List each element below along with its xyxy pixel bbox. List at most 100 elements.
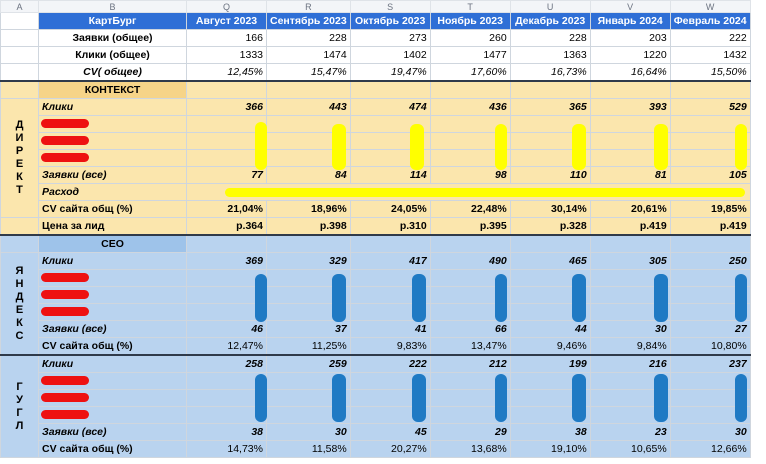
yandex-vertical-label[interactable]: Я Н Д Е К С <box>0 252 39 356</box>
value-cell[interactable]: 30 <box>589 320 671 338</box>
value-cell[interactable]: 199 <box>509 354 591 373</box>
row-label[interactable]: CV сайта общ (%) <box>38 440 187 458</box>
value-cell[interactable]: 24,05% <box>349 200 431 218</box>
month-header[interactable]: Ноябрь 2023 <box>429 12 511 30</box>
cell[interactable] <box>0 46 39 64</box>
cell[interactable] <box>0 80 39 99</box>
redacted-cell[interactable] <box>38 132 187 150</box>
value-cell[interactable]: 14,73% <box>186 440 267 458</box>
redacted-cell[interactable] <box>38 115 187 133</box>
value-cell[interactable]: 38 <box>509 423 591 441</box>
cell[interactable] <box>186 80 267 99</box>
cell[interactable] <box>589 80 671 99</box>
value-cell[interactable]: 258 <box>186 354 267 373</box>
value-cell[interactable]: 1363 <box>509 46 591 64</box>
month-header[interactable]: Февраль 2024 <box>669 12 751 30</box>
cell[interactable] <box>589 132 671 150</box>
cell[interactable] <box>589 149 671 167</box>
cell[interactable] <box>509 80 591 99</box>
row-label[interactable]: CV( общее) <box>38 63 187 82</box>
cell[interactable] <box>266 406 351 424</box>
cell[interactable] <box>0 29 39 47</box>
row-label[interactable]: Заявки (все) <box>38 320 187 338</box>
redacted-cell[interactable] <box>38 303 187 321</box>
cell[interactable] <box>186 286 267 304</box>
value-cell[interactable]: 1477 <box>429 46 511 64</box>
value-cell[interactable]: 1333 <box>186 46 267 64</box>
cell[interactable] <box>266 372 351 390</box>
redacted-cell[interactable] <box>38 389 187 407</box>
cell[interactable] <box>0 217 39 236</box>
redacted-cell[interactable] <box>186 183 751 201</box>
value-cell[interactable]: 110 <box>509 166 591 184</box>
cell[interactable] <box>0 12 39 30</box>
cell[interactable] <box>0 63 39 82</box>
value-cell[interactable]: 369 <box>186 252 267 270</box>
redacted-cell[interactable] <box>38 286 187 304</box>
col-letter[interactable]: A <box>0 0 39 13</box>
value-cell[interactable]: 41 <box>349 320 431 338</box>
cell[interactable] <box>589 406 671 424</box>
direct-vertical-label[interactable]: Д И Р Е К Т <box>0 98 39 218</box>
value-cell[interactable]: 259 <box>266 354 351 373</box>
row-label[interactable]: Заявки (общее) <box>38 29 187 47</box>
redacted-cell[interactable] <box>38 372 187 390</box>
value-cell[interactable]: 1220 <box>589 46 671 64</box>
cell[interactable] <box>349 372 431 390</box>
value-cell[interactable]: 366 <box>186 98 267 116</box>
value-cell[interactable]: 30 <box>266 423 351 441</box>
redacted-cell[interactable] <box>38 269 187 287</box>
value-cell[interactable]: 216 <box>589 354 671 373</box>
month-header[interactable]: Январь 2024 <box>589 12 671 30</box>
value-cell[interactable]: 237 <box>669 354 751 373</box>
month-header[interactable]: Сентябрь 2023 <box>266 12 351 30</box>
value-cell[interactable]: 166 <box>186 29 267 47</box>
value-cell[interactable]: 443 <box>266 98 351 116</box>
cell[interactable] <box>589 115 671 133</box>
cell[interactable] <box>186 149 267 167</box>
value-cell[interactable]: 9,46% <box>509 337 591 356</box>
value-cell[interactable]: 16,64% <box>589 63 671 82</box>
value-cell[interactable]: 21,04% <box>186 200 267 218</box>
value-cell[interactable]: 365 <box>509 98 591 116</box>
row-label[interactable]: Клики <box>38 98 187 116</box>
col-letter[interactable]: S <box>349 0 431 13</box>
value-cell[interactable]: 222 <box>349 354 431 373</box>
cell[interactable] <box>429 389 511 407</box>
col-letter[interactable]: Q <box>186 0 267 13</box>
value-cell[interactable]: 529 <box>669 98 751 116</box>
value-cell[interactable]: 18,96% <box>266 200 351 218</box>
value-cell[interactable]: 250 <box>669 252 751 270</box>
cell[interactable] <box>0 234 39 253</box>
value-cell[interactable]: 13,68% <box>429 440 511 458</box>
cell[interactable] <box>429 372 511 390</box>
cell[interactable] <box>266 80 351 99</box>
title-cell[interactable]: КартБург <box>38 12 187 30</box>
value-cell[interactable]: 9,84% <box>589 337 671 356</box>
value-cell[interactable]: 22,48% <box>429 200 511 218</box>
cell[interactable] <box>509 234 591 253</box>
cell[interactable] <box>186 234 267 253</box>
value-cell[interactable]: 27 <box>669 320 751 338</box>
cell[interactable] <box>429 149 511 167</box>
cell[interactable] <box>669 234 751 253</box>
value-cell[interactable]: 10,65% <box>589 440 671 458</box>
section-title[interactable]: КОНТЕКСТ <box>38 80 187 99</box>
cell[interactable] <box>266 286 351 304</box>
value-cell[interactable]: 9,83% <box>349 337 431 356</box>
month-header[interactable]: Декабрь 2023 <box>509 12 591 30</box>
cell[interactable] <box>186 132 267 150</box>
value-cell[interactable]: 15,47% <box>266 63 351 82</box>
value-cell[interactable]: 19,10% <box>509 440 591 458</box>
value-cell[interactable]: 19,47% <box>349 63 431 82</box>
cell[interactable] <box>349 234 431 253</box>
value-cell[interactable]: р.364 <box>186 217 267 236</box>
cell[interactable] <box>429 286 511 304</box>
value-cell[interactable]: 436 <box>429 98 511 116</box>
row-label[interactable]: Расход <box>38 183 187 201</box>
google-vertical-label[interactable]: Г У Г Л <box>0 354 39 458</box>
value-cell[interactable]: 66 <box>429 320 511 338</box>
value-cell[interactable]: 44 <box>509 320 591 338</box>
value-cell[interactable]: р.398 <box>266 217 351 236</box>
value-cell[interactable]: 20,27% <box>349 440 431 458</box>
